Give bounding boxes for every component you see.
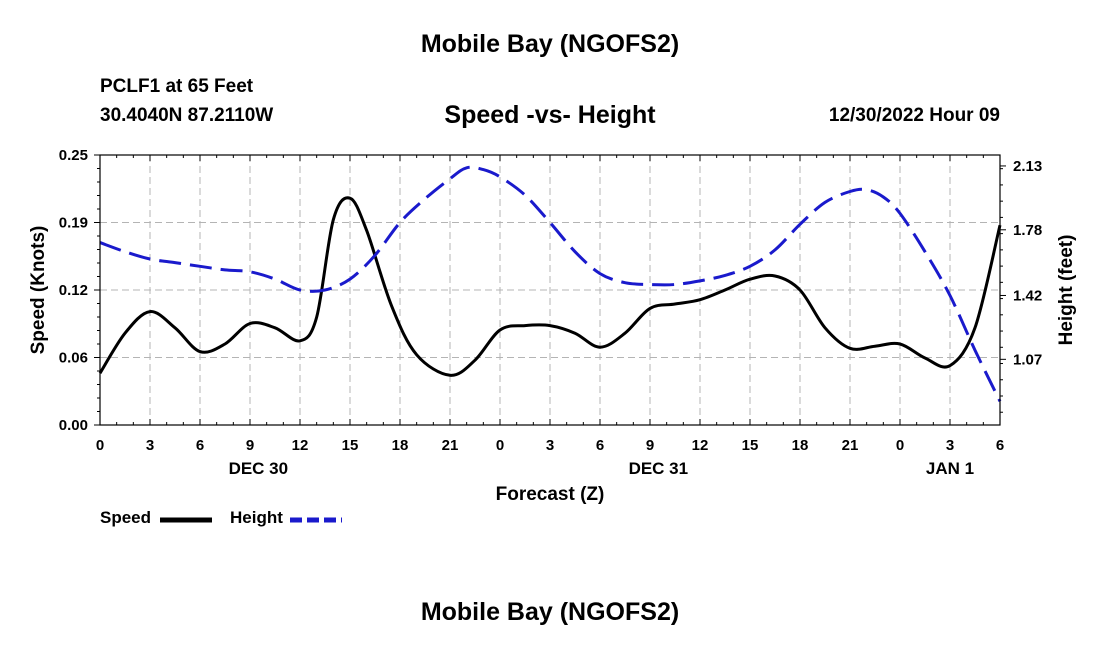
grid <box>100 155 1000 425</box>
y-left-tick-label: 0.19 <box>59 215 88 232</box>
legend-speed-label: Speed <box>100 508 152 527</box>
chart-title: Mobile Bay (NGOFS2) <box>420 30 680 58</box>
x-tick-label: 9 <box>246 437 254 454</box>
speed-series-line <box>98 196 1002 377</box>
coordinates-label: 30.4040N 87.2110W <box>100 105 274 126</box>
y-left-tick-label: 0.12 <box>59 282 88 299</box>
x-tick-label: 6 <box>596 437 604 454</box>
y-right-tick-label: 1.07 <box>1013 351 1042 368</box>
x-tick-label: 18 <box>392 437 409 454</box>
x-tick-label: 3 <box>546 437 554 454</box>
forecast-datetime: 12/30/2022 Hour 09 <box>828 105 1000 126</box>
y-left-tick-label: 0.06 <box>59 350 88 367</box>
chart-subtitle: Speed -vs- Height <box>444 101 656 129</box>
station-label: PCLF1 at 65 Feet <box>100 76 254 97</box>
date-label: DEC 30 <box>229 459 289 478</box>
x-tick-label: 12 <box>292 437 309 454</box>
y-left-tick-label: 0.00 <box>59 417 88 434</box>
x-tick-label: 0 <box>96 437 104 454</box>
axes: 0 3 6 9 12 15 18 21 0 3 6 9 12 15 18 21 0 3 6 DEC 30 DEC 31 J… <box>59 147 1042 478</box>
x-tick-label: 21 <box>842 437 859 454</box>
x-tick-label: 9 <box>646 437 654 454</box>
x-tick-label: 18 <box>792 437 809 454</box>
x-tick-label: 0 <box>496 437 504 454</box>
x-tick-label: 6 <box>996 437 1004 454</box>
x-tick-label: 3 <box>146 437 154 454</box>
x-axis-label: Forecast (Z) <box>496 484 605 505</box>
x-tick-label: 15 <box>342 437 359 454</box>
footer-title: Mobile Bay (NGOFS2) <box>420 598 680 626</box>
height-series-line <box>99 165 1002 402</box>
legend-height-label: Height <box>230 508 283 527</box>
date-label: JAN 1 <box>926 459 974 478</box>
date-label: DEC 31 <box>629 459 689 478</box>
x-tick-label: 3 <box>946 437 954 454</box>
y-left-tick-label: 0.25 <box>59 147 88 164</box>
y-right-tick-label: 1.42 <box>1013 287 1042 304</box>
y-right-tick-label: 2.13 <box>1013 158 1042 175</box>
series <box>98 165 1002 402</box>
x-tick-label: 15 <box>742 437 759 454</box>
y-right-tick-label: 1.78 <box>1013 222 1042 239</box>
x-tick-label: 12 <box>692 437 709 454</box>
x-tick-label: 6 <box>196 437 204 454</box>
y-axis-right-label: Height (feet) <box>1056 235 1077 346</box>
y-axis-left-label: Speed (Knots) <box>28 226 49 355</box>
x-tick-label: 21 <box>442 437 459 454</box>
x-tick-label: 0 <box>896 437 904 454</box>
